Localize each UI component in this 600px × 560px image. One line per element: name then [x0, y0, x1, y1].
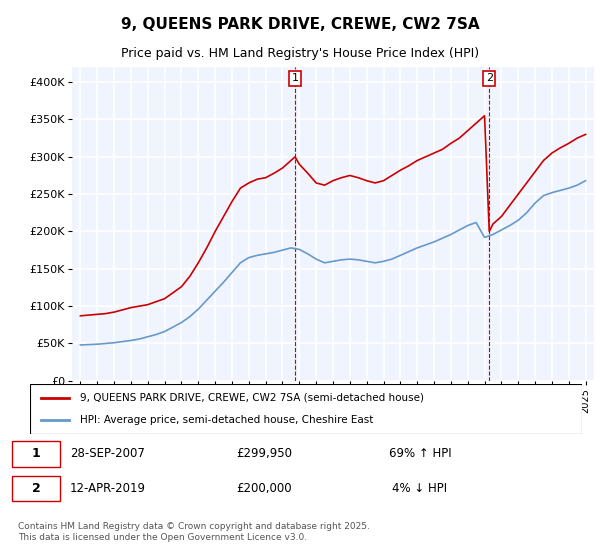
Text: Contains HM Land Registry data © Crown copyright and database right 2025.
This d: Contains HM Land Registry data © Crown c…	[18, 522, 370, 542]
Text: 28-SEP-2007: 28-SEP-2007	[71, 447, 145, 460]
Text: 1: 1	[292, 73, 299, 83]
Text: 1: 1	[32, 447, 40, 460]
Text: £200,000: £200,000	[236, 482, 292, 495]
Text: 9, QUEENS PARK DRIVE, CREWE, CW2 7SA: 9, QUEENS PARK DRIVE, CREWE, CW2 7SA	[121, 17, 479, 32]
Text: 2: 2	[486, 73, 493, 83]
Text: HPI: Average price, semi-detached house, Cheshire East: HPI: Average price, semi-detached house,…	[80, 415, 373, 425]
Text: 69% ↑ HPI: 69% ↑ HPI	[389, 447, 451, 460]
FancyBboxPatch shape	[12, 441, 60, 466]
Text: £299,950: £299,950	[236, 447, 292, 460]
Text: 2: 2	[32, 482, 40, 495]
Text: 9, QUEENS PARK DRIVE, CREWE, CW2 7SA (semi-detached house): 9, QUEENS PARK DRIVE, CREWE, CW2 7SA (se…	[80, 393, 424, 403]
Text: 12-APR-2019: 12-APR-2019	[70, 482, 146, 495]
FancyBboxPatch shape	[12, 475, 60, 501]
Text: Price paid vs. HM Land Registry's House Price Index (HPI): Price paid vs. HM Land Registry's House …	[121, 47, 479, 60]
FancyBboxPatch shape	[30, 384, 582, 434]
Text: 4% ↓ HPI: 4% ↓ HPI	[392, 482, 448, 495]
